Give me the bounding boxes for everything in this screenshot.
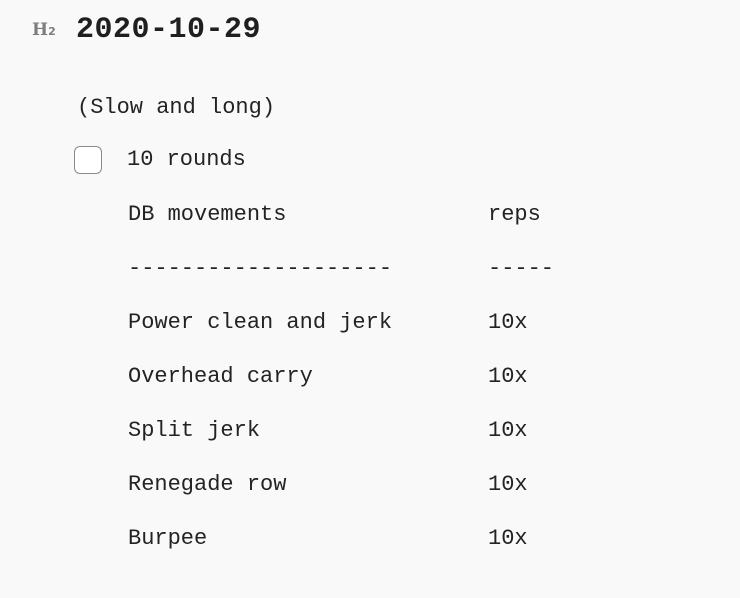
table-cell-reps[interactable]: 10x	[488, 418, 528, 443]
heading-row: H2 2020-10-29	[32, 10, 261, 50]
table-cell-movement[interactable]: Burpee	[128, 526, 208, 551]
table-header-movement[interactable]: DB movements	[128, 202, 287, 227]
table-header-reps[interactable]: reps	[488, 202, 541, 227]
table-cell-movement[interactable]: Renegade row	[128, 472, 287, 497]
table-header-row: DB movements reps	[128, 200, 688, 254]
task-checkbox[interactable]	[74, 146, 102, 174]
table-separator-reps[interactable]: -----	[488, 256, 555, 281]
movements-table: DB movements reps -------------------- -…	[128, 200, 688, 578]
table-cell-movement[interactable]: Power clean and jerk	[128, 310, 393, 335]
heading-level-icon[interactable]: H2	[32, 20, 76, 40]
table-separator-movement[interactable]: --------------------	[128, 256, 393, 281]
table-row: Renegade row 10x	[128, 470, 688, 524]
table-cell-movement[interactable]: Overhead carry	[128, 364, 313, 389]
subtitle-line[interactable]: (Slow and long)	[77, 95, 276, 120]
table-cell-reps[interactable]: 10x	[488, 310, 528, 335]
table-cell-reps[interactable]: 10x	[488, 472, 528, 497]
table-row: Split jerk 10x	[128, 416, 688, 470]
table-row: Overhead carry 10x	[128, 362, 688, 416]
task-label[interactable]: 10 rounds	[127, 147, 246, 172]
table-row: Burpee 10x	[128, 524, 688, 578]
table-cell-reps[interactable]: 10x	[488, 526, 528, 551]
heading-marker-level: 2	[48, 25, 56, 38]
heading-marker-letter: H	[32, 20, 49, 40]
table-row: Power clean and jerk 10x	[128, 308, 688, 362]
table-cell-reps[interactable]: 10x	[488, 364, 528, 389]
table-cell-movement[interactable]: Split jerk	[128, 418, 261, 443]
task-item: 10 rounds	[74, 143, 246, 177]
page-title[interactable]: 2020-10-29	[76, 13, 262, 47]
table-separator-row: -------------------- -----	[128, 254, 688, 308]
